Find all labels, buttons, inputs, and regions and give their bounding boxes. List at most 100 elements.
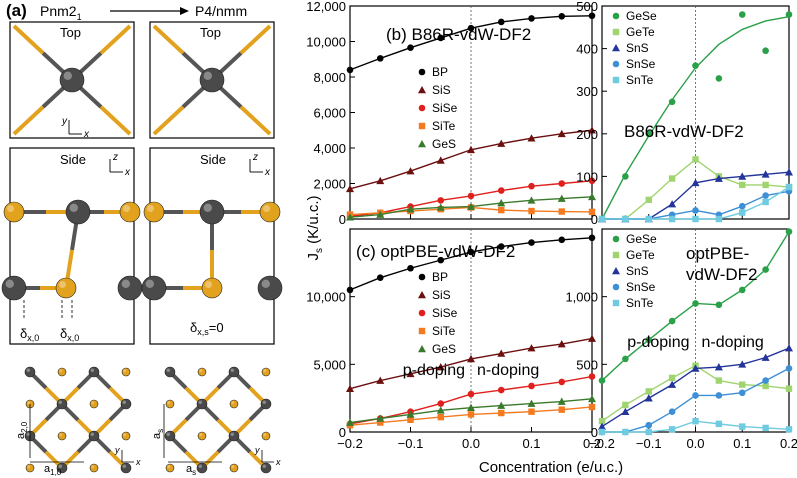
y-tick-label: 8,000 bbox=[313, 70, 346, 85]
panel-a-label: (a) bbox=[6, 1, 27, 20]
legend-label: SiSe bbox=[432, 101, 458, 115]
atom-highlight bbox=[7, 205, 14, 212]
data-point bbox=[668, 175, 676, 182]
data-point bbox=[588, 394, 596, 403]
data-point bbox=[622, 428, 629, 436]
data-point bbox=[785, 344, 793, 352]
chart-title: vdW-DF2 bbox=[686, 265, 757, 284]
data-point bbox=[528, 15, 535, 22]
atom-highlight bbox=[230, 432, 234, 436]
data-point bbox=[622, 401, 629, 409]
lattice-atom bbox=[57, 367, 67, 377]
data-point bbox=[467, 411, 475, 418]
lattice-atom bbox=[57, 431, 67, 441]
y-tick-label: 400 bbox=[576, 42, 598, 57]
legend-label: SiS bbox=[432, 288, 451, 302]
data-point bbox=[692, 207, 699, 214]
n-doping-label: n-doping bbox=[477, 362, 539, 379]
legend-label: SnSe bbox=[626, 57, 656, 71]
data-point bbox=[528, 408, 535, 415]
legend-label: SnTe bbox=[626, 73, 654, 87]
top-view-left-structure bbox=[12, 24, 132, 136]
data-point bbox=[622, 215, 629, 223]
svg-text:y: y bbox=[114, 445, 120, 455]
side-view-right-structure bbox=[141, 199, 283, 301]
data-point bbox=[739, 381, 746, 388]
plots: 0 2,000 4,000 6,000 8,000 10,000 12,000 BP SiS Si… bbox=[306, 0, 797, 451]
lattice-atom bbox=[25, 463, 35, 473]
top-view-left-frame bbox=[9, 21, 135, 139]
n-doping-label: n-doping bbox=[702, 334, 764, 351]
data-point bbox=[761, 170, 770, 178]
as-label-vertical: as bbox=[151, 429, 165, 439]
data-point bbox=[558, 180, 566, 187]
x-axis-title: Concentration (e/u.c.) bbox=[479, 459, 623, 476]
data-point bbox=[668, 426, 676, 433]
lattice-atom bbox=[197, 431, 207, 441]
lattice-atom bbox=[89, 399, 99, 409]
side-view-axes: z x bbox=[109, 152, 131, 178]
atom-highlight bbox=[166, 368, 170, 372]
data-point bbox=[785, 168, 793, 176]
data-point bbox=[612, 12, 620, 20]
data-point bbox=[376, 414, 385, 422]
chalcogen-atom bbox=[143, 201, 165, 223]
y-tick-label: 300 bbox=[576, 84, 598, 99]
data-point bbox=[598, 428, 606, 436]
y-tick-label: 6,000 bbox=[313, 106, 346, 121]
data-point bbox=[376, 274, 384, 282]
data-point bbox=[691, 364, 700, 372]
series-bp bbox=[346, 234, 596, 294]
data-point bbox=[692, 392, 699, 399]
atom-highlight bbox=[122, 464, 126, 468]
legend-label: GeS bbox=[432, 342, 456, 356]
y-tick-label: 200 bbox=[576, 127, 598, 142]
atom-highlight bbox=[230, 368, 234, 372]
chart-c: 0 5,000 10,000 −0.2 −0.1 0.0 0.1 0.2 BP SiS SiSe Si… bbox=[306, 228, 601, 451]
transition-arrowhead bbox=[180, 7, 189, 15]
data-point bbox=[715, 420, 723, 428]
data-point bbox=[467, 354, 475, 363]
metal-atom bbox=[59, 67, 85, 93]
chart-b-right: 0 100 200 300 400 500 GeSe GeTe SnS SnSe SnTe B86R-… bbox=[576, 0, 793, 227]
chalcogen-atom bbox=[3, 201, 25, 223]
legend-label: SiSe bbox=[432, 306, 458, 320]
side-view-right-axes: z x bbox=[249, 152, 271, 178]
lattice-atom bbox=[89, 463, 99, 473]
chart-title: optPBE- bbox=[686, 244, 749, 263]
data-point bbox=[692, 156, 699, 163]
series-sns bbox=[598, 344, 793, 430]
lattice-atom bbox=[88, 366, 100, 378]
x-tick-label: 0.1 bbox=[522, 436, 540, 451]
atom-highlight bbox=[91, 401, 94, 404]
atom-highlight bbox=[27, 401, 30, 404]
x-tick-label: −0.2 bbox=[337, 436, 363, 451]
data-point bbox=[376, 210, 385, 218]
data-point bbox=[612, 251, 620, 259]
chart-b: 0 2,000 4,000 6,000 8,000 10,000 12,000 BP SiS Si… bbox=[306, 0, 596, 227]
axis-x-label-right: x bbox=[264, 167, 271, 178]
x-tick-label: −0.2 bbox=[589, 436, 615, 451]
lattice-atom bbox=[56, 398, 68, 410]
lattice-atom bbox=[229, 399, 239, 409]
data-point bbox=[714, 363, 723, 371]
data-point bbox=[436, 363, 445, 371]
bond bbox=[12, 105, 45, 136]
data-point bbox=[467, 145, 475, 154]
data-point bbox=[668, 408, 676, 416]
series-sis bbox=[346, 126, 596, 193]
data-point bbox=[761, 353, 770, 361]
lattice-atom bbox=[165, 463, 175, 473]
lattice-left-structure bbox=[24, 366, 132, 474]
data-point bbox=[692, 62, 699, 69]
chart-title: B86R-vdW-DF2 bbox=[624, 122, 744, 141]
y-tick-label: 5,000 bbox=[313, 357, 346, 372]
data-point bbox=[406, 410, 415, 418]
data-point bbox=[762, 377, 769, 384]
data-point bbox=[691, 178, 700, 187]
legend-label: SiTe bbox=[432, 324, 456, 338]
data-point bbox=[497, 401, 506, 409]
x-tick-label: −0.1 bbox=[398, 436, 424, 451]
data-point bbox=[738, 202, 746, 210]
data-point bbox=[418, 345, 426, 353]
